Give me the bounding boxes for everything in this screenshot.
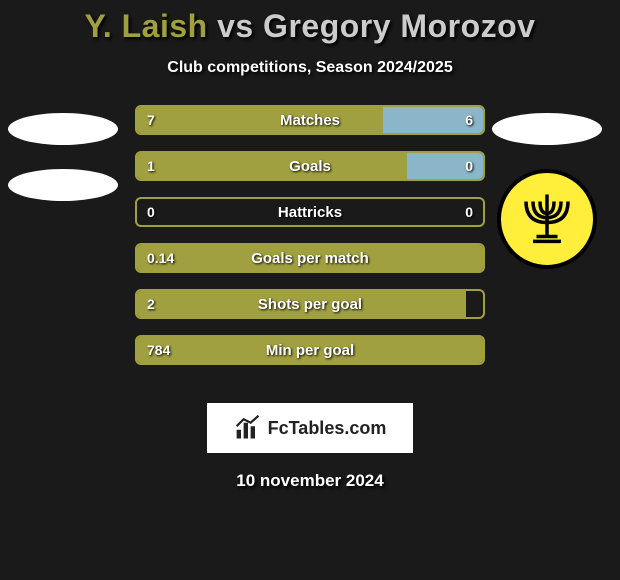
- bar-right-value: 0: [465, 158, 473, 174]
- comparison-bars: 7 Matches 6 1 Goals 0 0 Hattricks 0 0.14…: [135, 105, 485, 365]
- left-badges: [8, 113, 118, 201]
- bar-row-goals: 1 Goals 0: [135, 151, 485, 181]
- date-text: 10 november 2024: [0, 471, 620, 491]
- bar-row-hattricks: 0 Hattricks 0: [135, 197, 485, 227]
- left-club-oval-2: [8, 169, 118, 201]
- bar-row-matches: 7 Matches 6: [135, 105, 485, 135]
- comparison-title: Y. Laish vs Gregory Morozov: [0, 0, 620, 45]
- subtitle: Club competitions, Season 2024/2025: [0, 59, 620, 77]
- bar-row-goals-per-match: 0.14 Goals per match: [135, 243, 485, 273]
- bars-icon: [234, 414, 262, 442]
- player2-name: Gregory Morozov: [263, 8, 535, 44]
- bar-label: Goals per match: [137, 250, 483, 267]
- bar-label: Hattricks: [137, 204, 483, 221]
- bar-label: Min per goal: [137, 342, 483, 359]
- bar-row-min-per-goal: 784 Min per goal: [135, 335, 485, 365]
- right-club-oval: [492, 113, 602, 145]
- comparison-area: 7 Matches 6 1 Goals 0 0 Hattricks 0 0.14…: [0, 105, 620, 385]
- bar-label: Shots per goal: [137, 296, 483, 313]
- bar-row-shots-per-goal: 2 Shots per goal: [135, 289, 485, 319]
- logo-text: FcTables.com: [268, 418, 387, 439]
- left-club-oval-1: [8, 113, 118, 145]
- bar-label: Goals: [137, 158, 483, 175]
- right-badges: [492, 113, 602, 269]
- vs-text: vs: [217, 8, 254, 44]
- bar-right-value: 0: [465, 204, 473, 220]
- bar-right-value: 6: [465, 112, 473, 128]
- player1-name: Y. Laish: [85, 8, 208, 44]
- menorah-icon: [512, 184, 582, 254]
- fctables-logo: FcTables.com: [207, 403, 413, 453]
- right-club-badge: [497, 169, 597, 269]
- bar-label: Matches: [137, 112, 483, 129]
